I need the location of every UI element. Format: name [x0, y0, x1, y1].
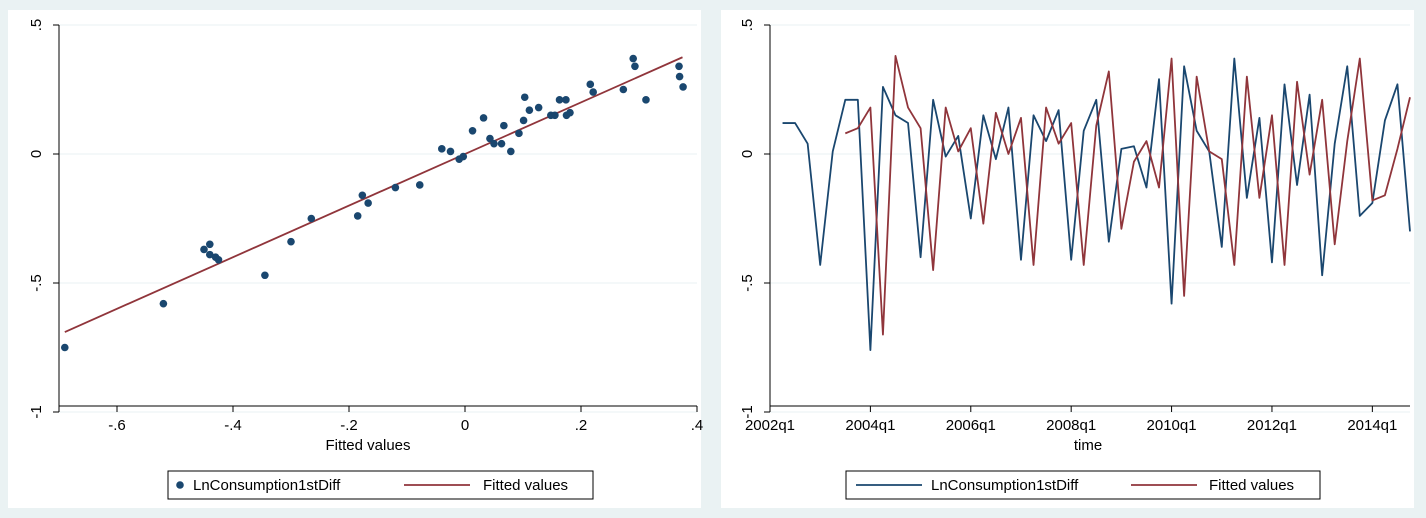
x-tick-label: 0: [461, 417, 469, 434]
legend-box: [167, 470, 594, 500]
data-point: [479, 114, 488, 122]
data-point: [515, 129, 523, 138]
legend-label-series-1: LnConsumption1stDiff: [193, 477, 341, 494]
data-point: [534, 103, 543, 112]
data-point: [438, 145, 446, 153]
y-tick-label: -1: [739, 405, 756, 418]
data-point: [214, 255, 223, 264]
legend-label-series-2: Fitted values: [483, 477, 568, 494]
data-point: [391, 183, 400, 192]
data-point: [631, 62, 639, 71]
data-point: [642, 96, 650, 104]
y-tick-label: 0: [28, 150, 45, 158]
data-point: [500, 121, 508, 130]
fitted-line: [64, 56, 683, 333]
points-layer: [61, 54, 687, 352]
data-point: [446, 147, 455, 156]
axes: -1 -.5 0 .5 2002q1 2004q1 2006q1 2008q1 2010q1 20…: [739, 19, 1410, 434]
fitted-line-layer: [64, 56, 683, 333]
data-point: [200, 245, 208, 254]
y-tick-label: -.5: [28, 274, 45, 292]
data-point: [675, 62, 683, 71]
data-point: [490, 139, 498, 148]
x-axis-title: time: [1074, 437, 1102, 454]
x-tick-label: .2: [575, 417, 588, 434]
x-axis-title: Fitted values: [325, 437, 410, 454]
timeseries-panel: -1 -.5 0 .5 2002q1 2004q1 2006q1 2008q1 2010q1 20…: [713, 0, 1426, 518]
data-point: [520, 93, 529, 102]
data-point: [353, 212, 362, 220]
y-tick-label: 0: [739, 150, 756, 158]
data-point: [459, 152, 468, 161]
data-point: [629, 54, 637, 63]
data-point: [497, 139, 506, 148]
x-tick-label: 2004q1: [845, 417, 895, 434]
data-point: [287, 237, 295, 246]
x-tick-label: 2002q1: [745, 417, 795, 434]
series-line-consumption: [782, 57, 1411, 351]
data-point: [468, 126, 477, 135]
scatter-chart: -1 -.5 0 .5 -.6 -.4 -.2 0 .2 .4 Fitted values LnC…: [8, 10, 703, 508]
y-tick-label: .5: [739, 19, 756, 32]
series-layer: [782, 55, 1411, 351]
data-point: [507, 147, 515, 156]
y-tick-label: -1: [28, 405, 45, 418]
data-point: [307, 214, 316, 223]
legend: LnConsumption1stDiff Fitted values: [167, 470, 594, 500]
x-tick-label: -.6: [108, 417, 126, 434]
data-point: [589, 88, 597, 96]
axes: -1 -.5 0 .5 -.6 -.4 -.2 0 .2 .4: [28, 19, 703, 434]
scatter-panel: -1 -.5 0 .5 -.6 -.4 -.2 0 .2 .4 Fitted values LnC…: [8, 10, 703, 508]
x-tick-label: 2006q1: [946, 417, 996, 434]
data-point: [519, 116, 528, 125]
data-point: [206, 240, 214, 249]
data-point: [555, 96, 564, 104]
data-point: [566, 108, 574, 117]
data-point: [586, 80, 595, 89]
legend-label-series-1: LnConsumption1stDiff: [931, 477, 1079, 494]
data-point: [619, 85, 628, 94]
data-point: [415, 181, 424, 189]
grid: [59, 24, 697, 413]
y-tick-label: .5: [28, 19, 45, 32]
x-tick-label: 2012q1: [1247, 417, 1297, 434]
x-tick-label: .4: [691, 417, 704, 434]
data-point: [551, 111, 559, 120]
legend: LnConsumption1stDiff Fitted values: [845, 470, 1321, 500]
x-tick-label: -.2: [340, 417, 358, 434]
plot-area: [770, 21, 1410, 419]
data-point: [61, 343, 69, 352]
y-tick-label: -.5: [739, 274, 756, 292]
data-point: [206, 250, 214, 259]
legend-box: [845, 470, 1321, 500]
x-tick-label: 2010q1: [1147, 417, 1197, 434]
data-point: [486, 134, 494, 143]
grid: [770, 24, 1410, 413]
legend-marker-scatter: [176, 481, 184, 489]
x-tick-label: -.4: [224, 417, 242, 434]
series-line-fitted: [844, 55, 1411, 336]
data-point: [679, 83, 687, 91]
data-point: [525, 106, 534, 114]
timeseries-chart: -1 -.5 0 .5 2002q1 2004q1 2006q1 2008q1 2010q1 20…: [721, 10, 1414, 508]
data-point: [562, 96, 570, 104]
data-point: [261, 271, 269, 280]
data-point: [675, 72, 684, 81]
data-point: [358, 191, 367, 200]
plot-area: [59, 21, 697, 419]
x-tick-label: 2008q1: [1046, 417, 1096, 434]
data-point: [364, 199, 372, 207]
data-point: [159, 299, 168, 308]
legend-label-series-2: Fitted values: [1209, 477, 1294, 494]
x-tick-label: 2014q1: [1347, 417, 1397, 434]
